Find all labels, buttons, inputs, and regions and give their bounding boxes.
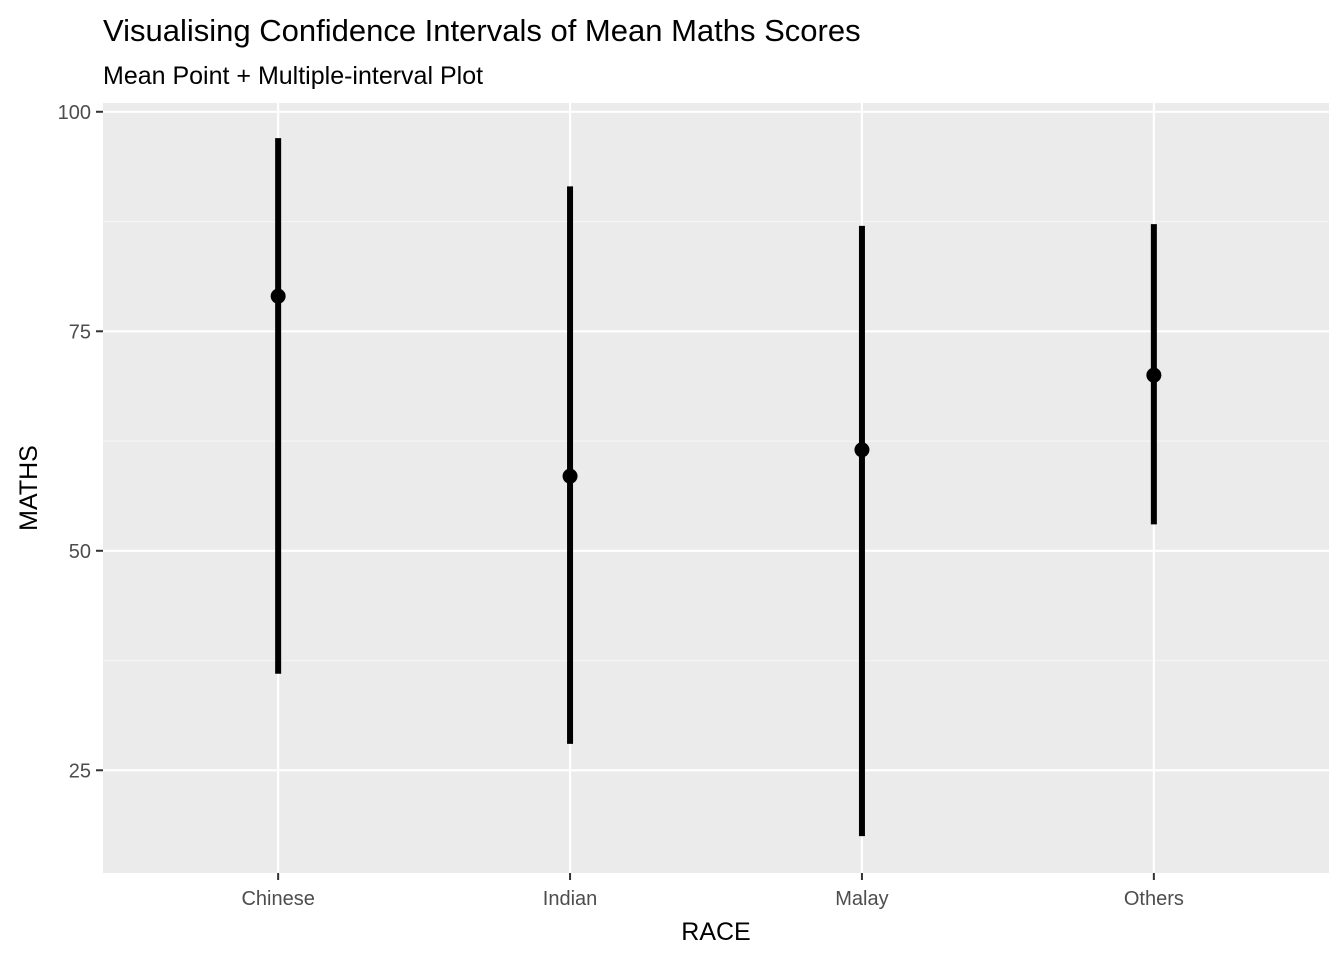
mean-point-malay (854, 442, 870, 458)
x-tick-label-malay: Malay (835, 888, 888, 910)
chart-subtitle: Mean Point + Multiple-interval Plot (103, 62, 483, 90)
plot-panel (103, 103, 1329, 873)
axes: 25 50 75 100 Chinese Indian Malay Others (58, 102, 1184, 910)
y-tick-label-1: 50 (69, 541, 91, 563)
y-tick-label-2: 75 (69, 321, 91, 343)
mean-point-chinese (270, 288, 286, 304)
y-axis-title: MATHS (15, 445, 43, 531)
mean-point-indian (562, 468, 578, 484)
data-marks (270, 138, 1162, 837)
y-tick-label-0: 25 (69, 760, 91, 782)
chart-title: Visualising Confidence Intervals of Mean… (103, 13, 861, 48)
x-axis-title: RACE (681, 918, 750, 946)
x-tick-label-others: Others (1124, 888, 1184, 910)
x-tick-label-indian: Indian (543, 888, 598, 910)
y-tick-label-3: 100 (58, 102, 91, 124)
x-tick-label-chinese: Chinese (241, 888, 314, 910)
mean-point-others (1146, 367, 1162, 383)
